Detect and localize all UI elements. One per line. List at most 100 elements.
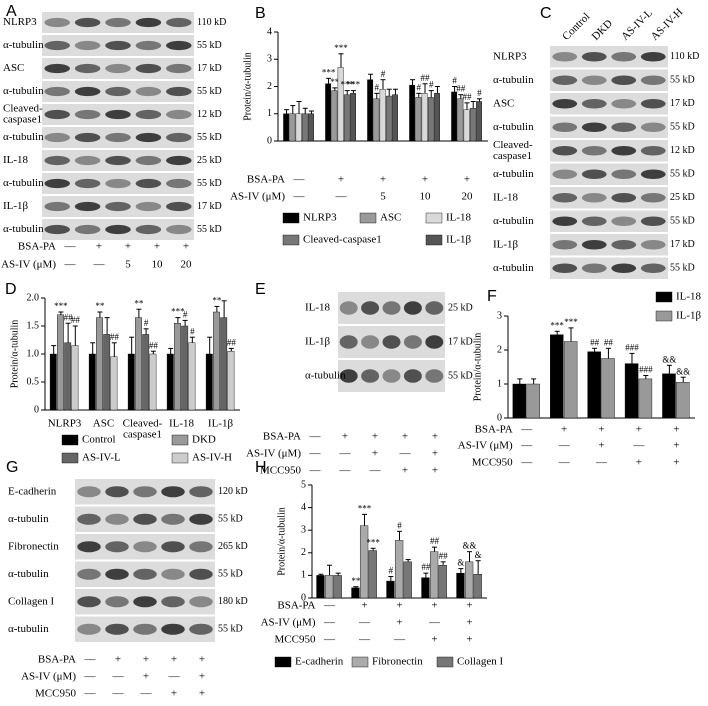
blot-row-label: Cleaved-: [493, 139, 533, 151]
bar: [434, 93, 440, 142]
legend-label: Control: [82, 434, 116, 446]
x-tick-label: IL-1β: [208, 418, 234, 430]
legend-swatch: [61, 434, 79, 446]
bar: [550, 334, 564, 419]
significance: ***: [358, 503, 372, 513]
blot-row-label: IL-18: [3, 154, 29, 166]
blot-band: [135, 178, 162, 189]
bar: [308, 113, 314, 142]
bar: [343, 94, 350, 142]
blot-band: [361, 301, 380, 315]
legend-label: Collagen I: [457, 656, 503, 668]
treatment-value: —: [84, 671, 97, 683]
treatment-value: +: [673, 457, 679, 469]
blot-band: [581, 99, 607, 109]
treatment-value: +: [372, 431, 378, 443]
blot-strip: [42, 58, 194, 79]
treatment-value: +: [372, 448, 378, 460]
bar: [601, 358, 615, 419]
blot-band: [552, 99, 578, 109]
treatment-value: —: [93, 259, 106, 271]
bar: [295, 113, 302, 142]
treatment-value: +: [199, 671, 205, 683]
treatment-value: +: [154, 241, 160, 253]
bar: [301, 113, 308, 142]
blot-band: [105, 109, 131, 120]
legend-label: IL-1β: [446, 234, 472, 246]
bar: [49, 353, 57, 411]
blot-row-label: ASC: [493, 97, 514, 109]
blot-band: [105, 63, 131, 74]
bar: [638, 378, 653, 419]
bar: [409, 84, 416, 142]
blot-kd: 55 kD: [670, 122, 695, 133]
significance: **: [134, 298, 144, 308]
treatment-value: —: [112, 671, 125, 683]
significance: ##: [463, 92, 473, 102]
legend-label: NLRP3: [303, 212, 337, 224]
legend-swatch: [171, 434, 189, 446]
blot-band: [611, 193, 637, 203]
blot-band: [105, 623, 129, 635]
significance: ##: [590, 337, 600, 347]
bar: [350, 93, 356, 142]
blot-band: [382, 301, 401, 315]
significance: #: [144, 318, 149, 328]
blot-band: [44, 201, 70, 212]
treatment-value: +: [402, 465, 408, 477]
bar: [316, 575, 325, 599]
treatment-label: MCC950: [35, 688, 76, 700]
significance: #: [381, 69, 386, 79]
bar: [662, 373, 676, 419]
bar: [367, 79, 374, 142]
significance: ##: [421, 73, 431, 83]
bar: [166, 353, 174, 411]
treatment-value: —: [293, 191, 306, 203]
blot-kd: 265 kD: [218, 541, 248, 552]
blot-strip: [550, 140, 668, 162]
bar: [464, 561, 474, 599]
blot-row-label: ASC: [3, 62, 24, 74]
blot-band: [44, 155, 70, 166]
blot-row-label: IL-18: [493, 191, 519, 203]
significance: ***: [322, 67, 336, 77]
treatment-value: +: [143, 671, 149, 683]
bar: [421, 93, 428, 142]
bar: [427, 97, 434, 142]
blot-band: [77, 486, 101, 498]
significance: ###: [639, 365, 653, 375]
blot-band: [133, 541, 157, 553]
blot-band: [135, 40, 162, 51]
treatment-value: +: [636, 424, 642, 436]
column-label: AS-IV-L: [619, 7, 655, 43]
significance: **: [95, 301, 105, 311]
treatment-value: +: [96, 241, 102, 253]
y-tick-label: 0: [34, 404, 39, 415]
significance: ##: [604, 337, 614, 347]
legend-swatch: [282, 234, 300, 246]
blot-band: [161, 623, 185, 635]
blot-band: [44, 17, 70, 28]
blot-band: [44, 132, 70, 143]
blot-band: [166, 17, 192, 28]
significance: #: [183, 309, 188, 319]
blot-band: [133, 486, 157, 498]
blot-row-label: α-tubulin: [8, 568, 49, 580]
bar: [392, 94, 398, 142]
bar: [188, 342, 196, 411]
legend-swatch: [171, 452, 189, 464]
blot-band: [135, 201, 162, 212]
blot-band: [133, 568, 157, 580]
y-tick-label: 3: [301, 524, 306, 535]
y-axis-title: Protein/α-tubulin: [276, 507, 287, 576]
treatment-value: +: [125, 241, 131, 253]
legend-label: IL-1β: [676, 310, 702, 322]
blot-band: [44, 86, 70, 97]
treatment-value: —: [393, 634, 406, 646]
significance: ##: [421, 562, 431, 572]
treatment-value: +: [402, 431, 408, 443]
blot-row-label: α-tubulin: [3, 39, 44, 51]
bar: [403, 561, 412, 599]
y-tick-label: 0: [267, 135, 272, 146]
treatment-value: +: [431, 634, 437, 646]
